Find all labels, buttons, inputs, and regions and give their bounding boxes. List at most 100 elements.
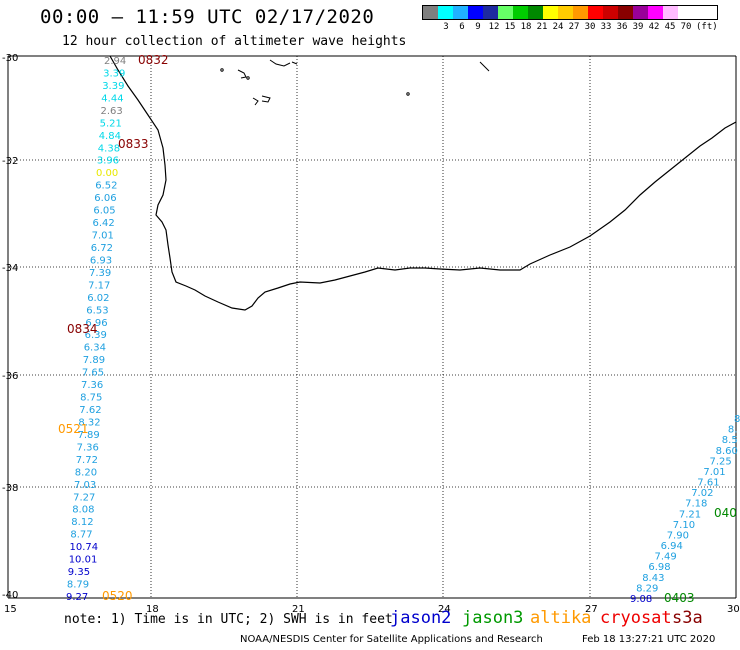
swh-reading: 7.49 [655,552,677,563]
scale-label: 18 [520,22,532,32]
swh-reading: 7.18 [685,499,707,510]
swh-reading: 9.27 [66,592,88,603]
swh-reading: 4.84 [99,131,121,142]
scale-label: 27 [568,22,580,32]
axis-labels: 15 18 21 24 27 30 -30 -32 -34 -36 -38 -4… [2,53,740,615]
swh-reading: 8.20 [75,467,97,478]
scale-swatch [588,6,603,19]
swh-reading: 7.01 [92,231,114,242]
scale-swatch [453,6,468,19]
island-3 [479,61,490,72]
swh-reading: 7.39 [89,268,111,279]
timestamp-0832: 0832 [138,53,169,67]
legend-s3a: s3a [672,608,703,628]
scale-label: 21 [536,22,548,32]
track-west: 2.943.393.394.442.635.214.844.383.960.00… [66,56,126,603]
lon-label-15: 15 [4,604,17,615]
color-scale-boxes [422,5,718,20]
scale-swatch [558,6,573,19]
swh-reading: 10.74 [70,542,99,553]
scale-swatch [498,6,513,19]
scale-swatch [618,6,633,19]
lon-label-30: 30 [727,604,740,615]
scale-label: 30 [584,22,596,32]
scale-swatch [633,6,648,19]
swh-reading: 8.43 [642,573,664,584]
swh-reading: 7.01 [703,467,725,478]
lon-label-24: 24 [438,604,451,615]
scale-label: 15 [504,22,516,32]
swh-reading: 8.77 [70,530,92,541]
scale-swatch [528,6,543,19]
swh-reading: 6.02 [87,293,109,304]
island-6 [261,95,271,103]
timestamp-040: 040 [714,506,737,520]
swh-reading: 7.65 [82,368,104,379]
time-stamps: 0832 0833 0834 0521 0520 0403 040 [58,53,737,605]
footer-credit: NOAA/NESDIS Center for Satellite Applica… [240,634,543,645]
legend-jason2: jason2 [390,608,452,628]
scale-label: 3 [443,22,449,32]
scale-swatch [513,6,528,19]
swh-reading: 7.89 [83,355,105,366]
swh-reading: 7.72 [76,455,98,466]
swh-reading: 9.35 [68,567,90,578]
color-scale-labels: 3 6 9 12 15 18 21 24 27 30 33 36 39 42 45 70 (ft) [422,20,717,32]
island-5 [252,97,259,106]
legend-jason3: jason3 [462,608,524,628]
scale-label: 33 [600,22,612,32]
scale-label: 36 [616,22,628,32]
scale-swatch [468,6,483,19]
timestamp-0403: 0403 [664,591,695,605]
swh-reading: 8.32 [78,418,100,429]
lon-label-18: 18 [146,604,159,615]
swh-reading: 7.61 [697,478,719,489]
graticule [8,56,736,598]
swh-reading: 3.39 [102,81,124,92]
timestamp-0520: 0520 [102,589,133,603]
swh-reading: 8. [728,425,738,436]
scale-label: 42 [648,22,660,32]
swh-reading: 8.29 [636,583,658,594]
scale-swatch [648,6,663,19]
swh-reading: 6.06 [94,193,116,204]
scale-swatch [573,6,588,19]
scale-swatch [423,6,438,19]
island-8 [246,76,250,80]
swh-reading: 8.08 [72,505,94,516]
swh-reading: 7.27 [73,492,95,503]
scale-label: 39 [632,22,644,32]
swh-reading: 7.02 [691,488,713,499]
scale-label: 70 [680,22,692,32]
islands [220,59,490,106]
swh-reading: 6.42 [93,218,115,229]
swh-reading: 6.94 [661,541,683,552]
swh-reading: 3.96 [97,156,119,167]
timestamp-0834: 0834 [67,322,98,336]
swh-reading: 7.90 [667,531,689,542]
scale-label: 6 [459,22,465,32]
timestamp-0833: 0833 [118,137,149,151]
lat-label-40: -40 [2,590,18,601]
scale-label: 45 [664,22,676,32]
swh-reading: 7.62 [79,405,101,416]
swh-reading: 7.36 [81,380,103,391]
swh-reading: 7.10 [673,520,695,531]
swh-reading: 6.93 [90,255,112,266]
lat-label-36: -36 [2,371,18,382]
scale-label: 24 [552,22,564,32]
map-subtitle: 12 hour collection of altimeter wave hei… [62,34,407,49]
swh-reading: 7.89 [78,430,100,441]
swh-reading: 6.52 [95,181,117,192]
swh-reading: 6.96 [85,318,107,329]
lat-label-38: -38 [2,483,18,494]
swh-reading: 8.75 [80,393,102,404]
swh-reading: 3.39 [103,69,125,80]
scale-swatch [438,6,453,19]
legend-altika: altika [530,608,592,628]
swh-reading: 6.34 [84,343,106,354]
swh-reading: 0.00 [96,168,118,179]
island-4 [237,69,247,79]
island-2 [291,61,298,65]
